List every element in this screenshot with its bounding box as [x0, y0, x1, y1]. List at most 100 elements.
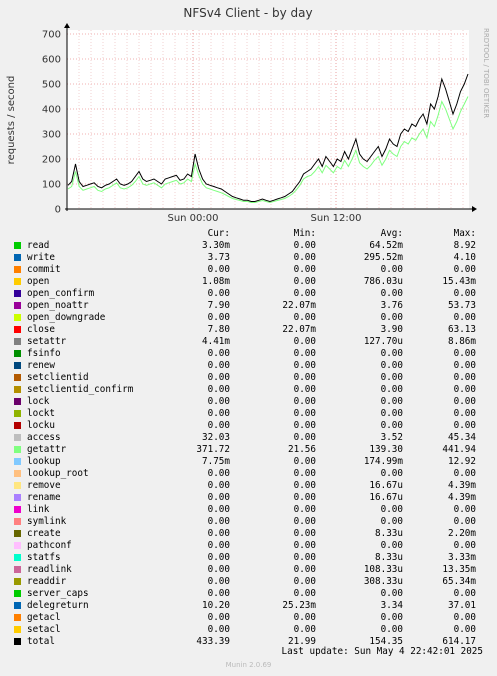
legend-cur: 10.20	[202, 600, 230, 611]
legend-swatch	[14, 242, 21, 249]
legend-name: open_confirm	[27, 288, 95, 299]
legend-name: write	[27, 252, 55, 263]
legend-max: 0.00	[453, 504, 476, 515]
y-ticks: 0 100 200 300 400 500 600 700	[42, 30, 61, 216]
legend-max: 0.00	[453, 396, 476, 407]
legend-max: 53.73	[448, 300, 476, 311]
chart-title: NFSv4 Client - by day	[183, 6, 312, 20]
plot-area	[67, 30, 469, 209]
legend-max: 0.00	[453, 420, 476, 431]
legend-cur: 4.41m	[202, 336, 230, 347]
legend-swatch	[14, 314, 21, 321]
legend-max: 12.92	[448, 456, 476, 467]
legend-max: 3.33m	[448, 552, 476, 563]
legend-max: 63.13	[448, 324, 476, 335]
legend-swatch	[14, 470, 21, 477]
legend-min: 0.00	[293, 540, 316, 551]
legend-swatch	[14, 554, 21, 561]
legend-row: delegreturn 10.20 25.23m 3.34 37.01	[0, 600, 497, 612]
legend-swatch	[14, 446, 21, 453]
legend-min: 0.00	[293, 516, 316, 527]
legend-swatch	[14, 578, 21, 585]
legend-row: setacl 0.00 0.00 0.00 0.00	[0, 624, 497, 636]
legend-avg: 0.00	[380, 312, 403, 323]
legend-name: setacl	[27, 624, 61, 635]
legend-max: 2.20m	[448, 528, 476, 539]
legend-name: read	[27, 240, 50, 251]
legend-cur: 0.00	[207, 348, 230, 359]
legend-cur: 0.00	[207, 372, 230, 383]
legend-row: fsinfo 0.00 0.00 0.00 0.00	[0, 348, 497, 360]
legend-swatch	[14, 410, 21, 417]
legend-cur: 0.00	[207, 468, 230, 479]
legend-name: open_downgrade	[27, 312, 106, 323]
legend-avg: 3.90	[380, 324, 403, 335]
legend-avg: 154.35	[369, 636, 403, 647]
legend-max: 0.00	[453, 372, 476, 383]
legend-swatch	[14, 290, 21, 297]
legend-min: 22.07m	[282, 324, 316, 335]
legend-name: lookup	[27, 456, 61, 467]
legend-cur: 7.80	[207, 324, 230, 335]
legend-row: statfs 0.00 0.00 8.33u 3.33m	[0, 552, 497, 564]
legend-avg: 0.00	[380, 420, 403, 431]
legend-avg: 295.52m	[363, 252, 403, 263]
legend-min: 0.00	[293, 288, 316, 299]
legend-min: 21.99	[288, 636, 316, 647]
x-axis-arrow	[472, 206, 477, 212]
legend-avg: 16.67u	[369, 480, 403, 491]
legend-min: 0.00	[293, 240, 316, 251]
legend-max: 0.00	[453, 624, 476, 635]
legend-min: 0.00	[293, 348, 316, 359]
legend-row: renew 0.00 0.00 0.00 0.00	[0, 360, 497, 372]
legend-name: create	[27, 528, 61, 539]
legend-min: 0.00	[293, 252, 316, 263]
legend-cur: 0.00	[207, 408, 230, 419]
y-tick-label: 400	[42, 105, 61, 116]
legend-max: 0.00	[453, 384, 476, 395]
legend-name: setattr	[27, 336, 67, 347]
legend-row: server_caps 0.00 0.00 0.00 0.00	[0, 588, 497, 600]
y-axis-label: requests / second	[6, 76, 17, 165]
legend-name: commit	[27, 264, 61, 275]
legend-swatch	[14, 350, 21, 357]
legend-swatch	[14, 626, 21, 633]
legend-max: 13.35m	[442, 564, 476, 575]
legend-row: setclientid 0.00 0.00 0.00 0.00	[0, 372, 497, 384]
legend-avg: 0.00	[380, 384, 403, 395]
legend-min: 0.00	[293, 480, 316, 491]
legend-row: locku 0.00 0.00 0.00 0.00	[0, 420, 497, 432]
legend-cur: 433.39	[196, 636, 230, 647]
legend-max: 0.00	[453, 312, 476, 323]
legend-name: access	[27, 432, 61, 443]
legend-avg: 786.03u	[363, 276, 403, 287]
legend-swatch	[14, 458, 21, 465]
legend-name: open	[27, 276, 50, 287]
legend-max: 8.92	[453, 240, 476, 251]
legend-row: setclientid_confirm 0.00 0.00 0.00 0.00	[0, 384, 497, 396]
legend-row: lockt 0.00 0.00 0.00 0.00	[0, 408, 497, 420]
legend-row: open_downgrade 0.00 0.00 0.00 0.00	[0, 312, 497, 324]
legend-header-min: Min:	[293, 228, 316, 239]
legend-row: getattr 371.72 21.56 139.30 441.94	[0, 444, 497, 456]
grid	[67, 30, 469, 209]
legend-row: pathconf 0.00 0.00 0.00 0.00	[0, 540, 497, 552]
legend-cur: 371.72	[196, 444, 230, 455]
y-tick-label: 200	[42, 155, 61, 166]
legend-row: getacl 0.00 0.00 0.00 0.00	[0, 612, 497, 624]
legend-swatch	[14, 362, 21, 369]
y-axis-arrow	[64, 23, 70, 28]
legend-max: 0.00	[453, 612, 476, 623]
legend-avg: 16.67u	[369, 492, 403, 503]
x-ticks: Sun 00:00 Sun 12:00	[167, 213, 361, 224]
series-group	[67, 73, 469, 204]
legend-min: 0.00	[293, 420, 316, 431]
legend-cur: 0.00	[207, 552, 230, 563]
legend-min: 0.00	[293, 612, 316, 623]
legend-swatch	[14, 590, 21, 597]
legend-row: read 3.30m 0.00 64.52m 8.92	[0, 240, 497, 252]
y-tick-label: 600	[42, 55, 61, 66]
legend-min: 0.00	[293, 528, 316, 539]
legend-name: server_caps	[27, 588, 89, 599]
